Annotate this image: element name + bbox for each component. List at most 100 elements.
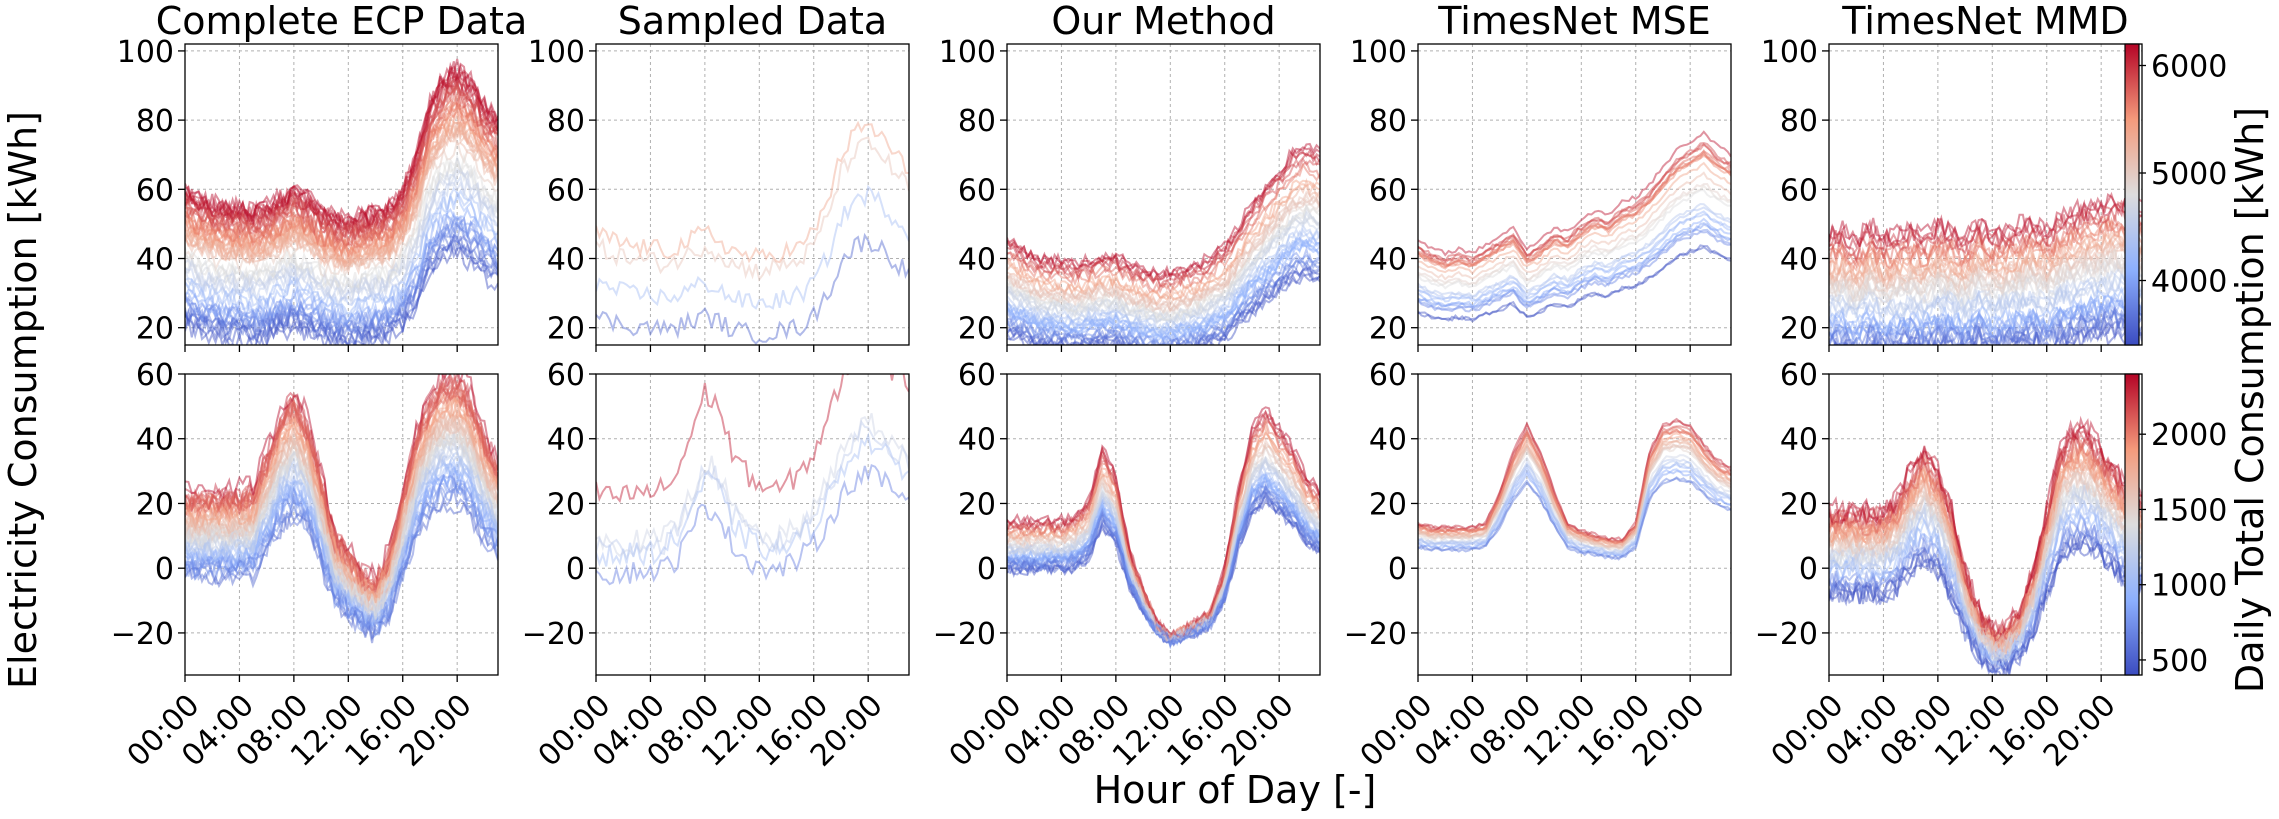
series-line (185, 210, 498, 326)
series-line (1829, 319, 2142, 345)
y-tick-label: 60 (547, 358, 585, 393)
series-line (1007, 240, 1320, 341)
series-line (185, 188, 498, 316)
plot-frame (1828, 43, 2143, 346)
series-line (1007, 483, 1320, 645)
series-line (185, 440, 498, 623)
series-line (1418, 143, 1731, 264)
series-line (185, 475, 498, 633)
series-line (1418, 439, 1731, 548)
series-line (185, 419, 498, 613)
series-line (1829, 294, 2142, 341)
series-line (1829, 294, 2142, 342)
series-line (1829, 294, 2142, 343)
plot-frame (184, 43, 499, 346)
series-line (1007, 146, 1320, 280)
series-line (1007, 475, 1320, 646)
series-line (185, 419, 498, 611)
series-line (185, 72, 498, 236)
series-line (1829, 429, 2142, 643)
series-line (1418, 417, 1731, 543)
series-line (596, 136, 909, 282)
series-line (185, 216, 498, 334)
series-line (1829, 536, 2142, 675)
series-line (1829, 254, 2142, 302)
series-line (1007, 424, 1320, 641)
series-line (1007, 234, 1320, 337)
series-line (185, 433, 498, 612)
series-line (1007, 444, 1320, 641)
series-line (185, 78, 498, 242)
series-line (185, 206, 498, 326)
series-line (1007, 239, 1320, 343)
series-line (185, 483, 498, 641)
plot-frame (184, 373, 499, 676)
series-line (1418, 463, 1731, 556)
series-line (185, 384, 498, 599)
series-line (1007, 162, 1320, 295)
series-line (185, 115, 498, 265)
y-tick-label: 100 (1761, 35, 1818, 70)
series-line (1007, 479, 1320, 643)
colorbar-tick-label: 500 (2151, 644, 2208, 679)
series-line (1007, 490, 1320, 646)
y-tick-label: 20 (1369, 487, 1407, 522)
series-line (1829, 216, 2142, 273)
series-line (1829, 484, 2142, 659)
plot-frame (595, 43, 910, 346)
series-line (1829, 193, 2142, 248)
colorbar: 500 1000 1500 2000 (2124, 373, 2227, 679)
y-tick-label: 40 (547, 243, 585, 278)
y-tick-label: 80 (1780, 104, 1818, 139)
series-line (1007, 203, 1320, 321)
series-line (185, 457, 498, 622)
series-line (1829, 429, 2142, 646)
series-line (1829, 248, 2142, 303)
series-line (185, 377, 498, 588)
series-line (596, 232, 909, 345)
series-line (1007, 471, 1320, 644)
series-line (1829, 272, 2142, 323)
y-tick-label: 100 (939, 35, 996, 70)
series-line (1007, 265, 1320, 345)
series-line (1007, 257, 1320, 345)
series-line (185, 391, 498, 600)
series-line (1007, 488, 1320, 645)
series-line (1007, 438, 1320, 642)
figure-y-axis-label: Electricity Consumption [kWh] (1, 111, 45, 689)
series-line (1007, 436, 1320, 643)
series-line (1007, 461, 1320, 646)
series-line (1829, 294, 2142, 343)
series-line (1829, 439, 2142, 643)
series-line (185, 101, 498, 257)
series-line (1418, 420, 1731, 542)
series-line (1829, 530, 2142, 675)
colorbar-tick-label: 2000 (2151, 418, 2227, 453)
series-line (185, 75, 498, 236)
series-line (185, 438, 498, 623)
series-line (1418, 458, 1731, 555)
series-line (1829, 482, 2142, 662)
y-tick-label: 100 (1350, 35, 1407, 70)
series-line (1829, 231, 2142, 285)
series-line (1829, 201, 2142, 259)
series-line (1007, 456, 1320, 643)
series-line (1418, 143, 1731, 264)
series-line (185, 120, 498, 269)
series-line (1838, 322, 2142, 345)
series-line (1007, 160, 1320, 295)
series-line (1829, 428, 2142, 648)
series-line (185, 112, 498, 261)
series-line (185, 86, 498, 245)
series-line (1007, 460, 1320, 643)
colorbar-label: Daily Total Consumption [kWh] (2228, 107, 2272, 693)
y-tick-label: 20 (1780, 312, 1818, 347)
colorbar-tick-label: 4000 (2151, 265, 2227, 300)
series-line (185, 432, 498, 614)
series-line (185, 397, 498, 604)
series-line (185, 93, 498, 247)
series-lines (185, 58, 498, 345)
series-line (185, 412, 498, 608)
colorbar-tick-label: 1000 (2151, 569, 2227, 604)
